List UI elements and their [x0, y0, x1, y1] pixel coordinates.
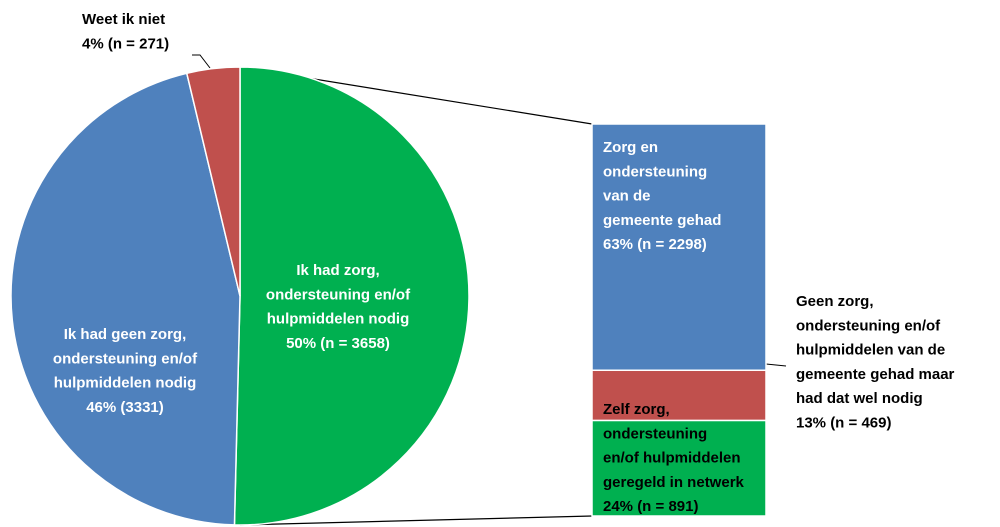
- value-label: 50% (n = 3658): [286, 335, 390, 352]
- bar-segment: [591, 369, 767, 422]
- data-label: Zelf zorg,: [603, 401, 670, 418]
- pie-slice: [233, 66, 470, 526]
- data-label: ondersteuning: [603, 425, 707, 442]
- pie-slice: [185, 66, 241, 297]
- data-label: geregeld in netwerk: [603, 474, 745, 491]
- data-label: ondersteuning en/of: [266, 286, 411, 303]
- data-label: Weet ik niet: [82, 11, 165, 28]
- data-label: Ik had geen zorg,: [64, 326, 187, 343]
- value-label: 24% (n = 891): [603, 498, 698, 515]
- data-label: hulpmiddelen van de: [796, 342, 945, 359]
- data-label: had dat wel nodig: [796, 390, 923, 407]
- bar-segment: [591, 419, 767, 517]
- data-label: ondersteuning en/of: [53, 350, 198, 367]
- data-label: Zorg en: [603, 139, 658, 156]
- data-label: ondersteuning: [603, 163, 707, 180]
- data-label: van de: [603, 188, 651, 205]
- connector-bottom: [239, 515, 593, 526]
- leader-line: [192, 54, 211, 69]
- value-label: 46% (3331): [86, 399, 164, 416]
- data-label: Ik had zorg,: [296, 262, 379, 279]
- leader-line: [765, 363, 787, 367]
- data-label: gemeente gehad: [603, 212, 721, 229]
- data-label: hulpmiddelen nodig: [267, 311, 410, 328]
- data-label: en/of hulpmiddelen: [603, 450, 741, 467]
- pie-slice: [10, 72, 241, 526]
- data-label: ondersteuning en/of: [796, 317, 941, 334]
- data-label: gemeente gehad maar: [796, 366, 955, 383]
- value-label: 13% (n = 469): [796, 414, 891, 431]
- data-label: hulpmiddelen nodig: [54, 375, 197, 392]
- value-label: 4% (n = 271): [82, 35, 169, 52]
- value-label: 63% (n = 2298): [603, 236, 707, 253]
- data-label: Geen zorg,: [796, 293, 874, 310]
